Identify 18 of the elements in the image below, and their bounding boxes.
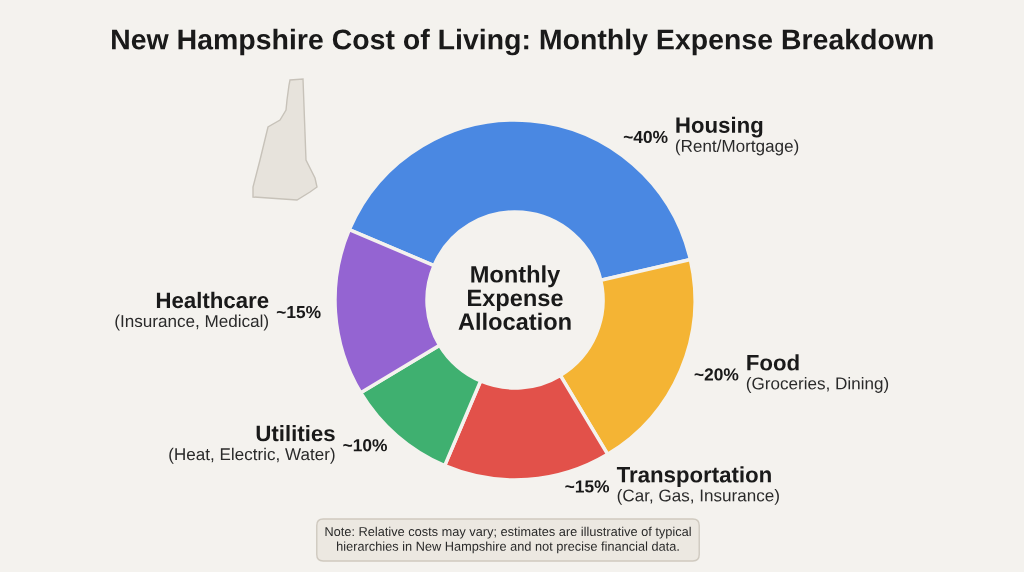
slice-label: Food xyxy=(747,354,799,371)
text: (Rent/Mortgage) xyxy=(675,139,799,156)
text: (Heat, Electric, Water) xyxy=(169,447,335,464)
data-label: ~10% xyxy=(343,439,387,452)
text: Monthly Expense Allocation xyxy=(458,265,571,331)
text: (Insurance, Medical) xyxy=(115,314,269,331)
slice-label: Housing xyxy=(676,116,763,138)
text: (Groceries, Dining) xyxy=(746,376,889,393)
chart-title: New Hampshire Cost of Living: Monthly Expense Breakdown xyxy=(112,28,933,56)
slice-label: Transportation xyxy=(616,466,771,487)
slice-label: Utilities xyxy=(256,425,335,442)
text: Note: Relative costs may vary; estimates are illustrative of typical hierarchies in New Hampshire and not precise financial data. xyxy=(325,526,691,554)
data-label: ~40% xyxy=(623,130,668,144)
data-label: ~20% xyxy=(694,368,739,381)
data-label: ~15% xyxy=(565,480,610,493)
slice-label: Healthcare xyxy=(156,291,269,309)
text: (Car, Gas, Insurance) xyxy=(617,488,779,505)
data-label: ~15% xyxy=(276,305,321,319)
